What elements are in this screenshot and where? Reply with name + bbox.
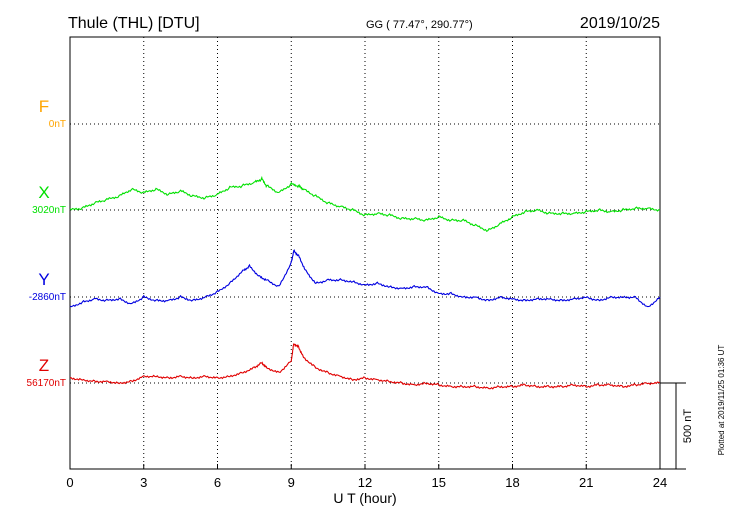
series-name-x: X	[38, 183, 49, 202]
series-name-f: F	[39, 97, 49, 116]
plotted-timestamp: Plotted at 2019/11/25 01:36 UT	[717, 345, 726, 456]
series-baseline-z: 56170nT	[27, 378, 66, 389]
grid-lines	[70, 37, 660, 469]
x-tick-label: 6	[214, 475, 221, 490]
scale-bar-label: 500 nT	[682, 409, 694, 444]
trace-z	[69, 343, 661, 390]
x-tick-label: 15	[432, 475, 446, 490]
series-baseline-f: 0nT	[49, 119, 66, 130]
x-tick-label: 21	[579, 475, 593, 490]
x-tick-label: 9	[288, 475, 295, 490]
x-axis-ticks: 0 3 6 9 12 15 18 21 24	[66, 464, 667, 490]
trace-x	[69, 175, 661, 233]
x-tick-label: 24	[653, 475, 667, 490]
x-axis-label: U T (hour)	[333, 490, 396, 506]
traces	[69, 175, 661, 390]
x-tick-label: 12	[358, 475, 372, 490]
x-tick-label: 18	[505, 475, 519, 490]
station-coordinates: GG ( 77.47°, 290.77°)	[366, 19, 473, 31]
series-baseline-x: 3020nT	[32, 205, 66, 216]
trace-y	[69, 249, 661, 308]
series-name-z: Z	[39, 356, 49, 375]
scale-bar: 500 nT	[660, 382, 694, 470]
x-tick-label: 0	[66, 475, 73, 490]
plot-date: 2019/10/25	[580, 15, 660, 32]
series-baseline-y: -2860nT	[29, 292, 66, 303]
x-tick-label: 3	[140, 475, 147, 490]
series-name-y: Y	[38, 270, 49, 289]
station-title: Thule (THL) [DTU]	[68, 15, 200, 32]
